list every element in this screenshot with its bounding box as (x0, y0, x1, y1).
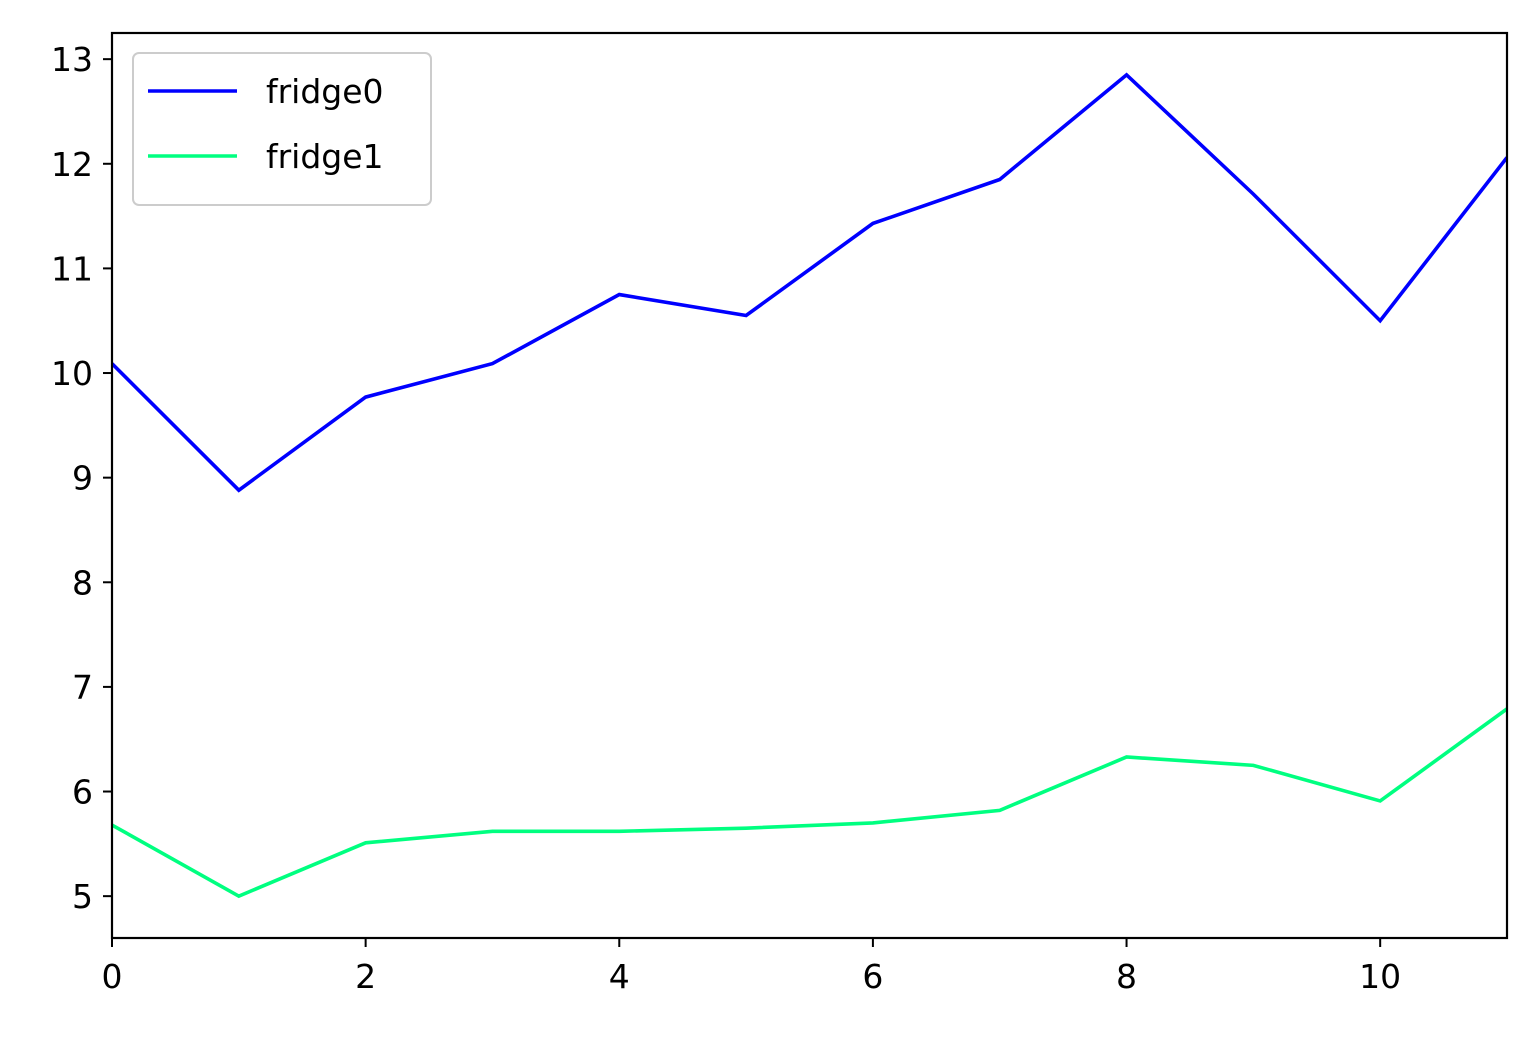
legend: fridge0 fridge1 (132, 52, 432, 206)
legend-label-fridge0: fridge0 (266, 72, 384, 111)
plot-frame (110, 31, 1509, 940)
x-tick-label: 0 (102, 957, 123, 996)
y-tick-label: 13 (51, 40, 93, 79)
y-tick-label: 9 (72, 459, 93, 498)
y-tick-label: 7 (72, 668, 93, 707)
y-tick-label: 8 (72, 563, 93, 602)
y-tick-label: 11 (51, 249, 93, 288)
x-tick-label: 2 (355, 957, 376, 996)
y-axis: 5 6 7 8 9 10 11 12 13 (51, 40, 112, 916)
x-tick-label: 4 (609, 957, 630, 996)
y-tick-label: 12 (51, 145, 93, 184)
series-line-fridge0 (112, 72, 1507, 493)
series-layer (112, 72, 1507, 899)
x-axis: 0 2 4 6 8 10 (102, 938, 1401, 996)
x-tick-label: 6 (862, 957, 883, 996)
y-tick-label: 10 (51, 354, 93, 393)
y-tick-label: 6 (72, 773, 93, 812)
y-tick-label: 5 (72, 877, 93, 916)
x-tick-label: 8 (1116, 957, 1137, 996)
x-tick-label: 10 (1359, 957, 1401, 996)
series-line-fridge1 (112, 707, 1507, 899)
legend-label-fridge1: fridge1 (266, 137, 384, 176)
